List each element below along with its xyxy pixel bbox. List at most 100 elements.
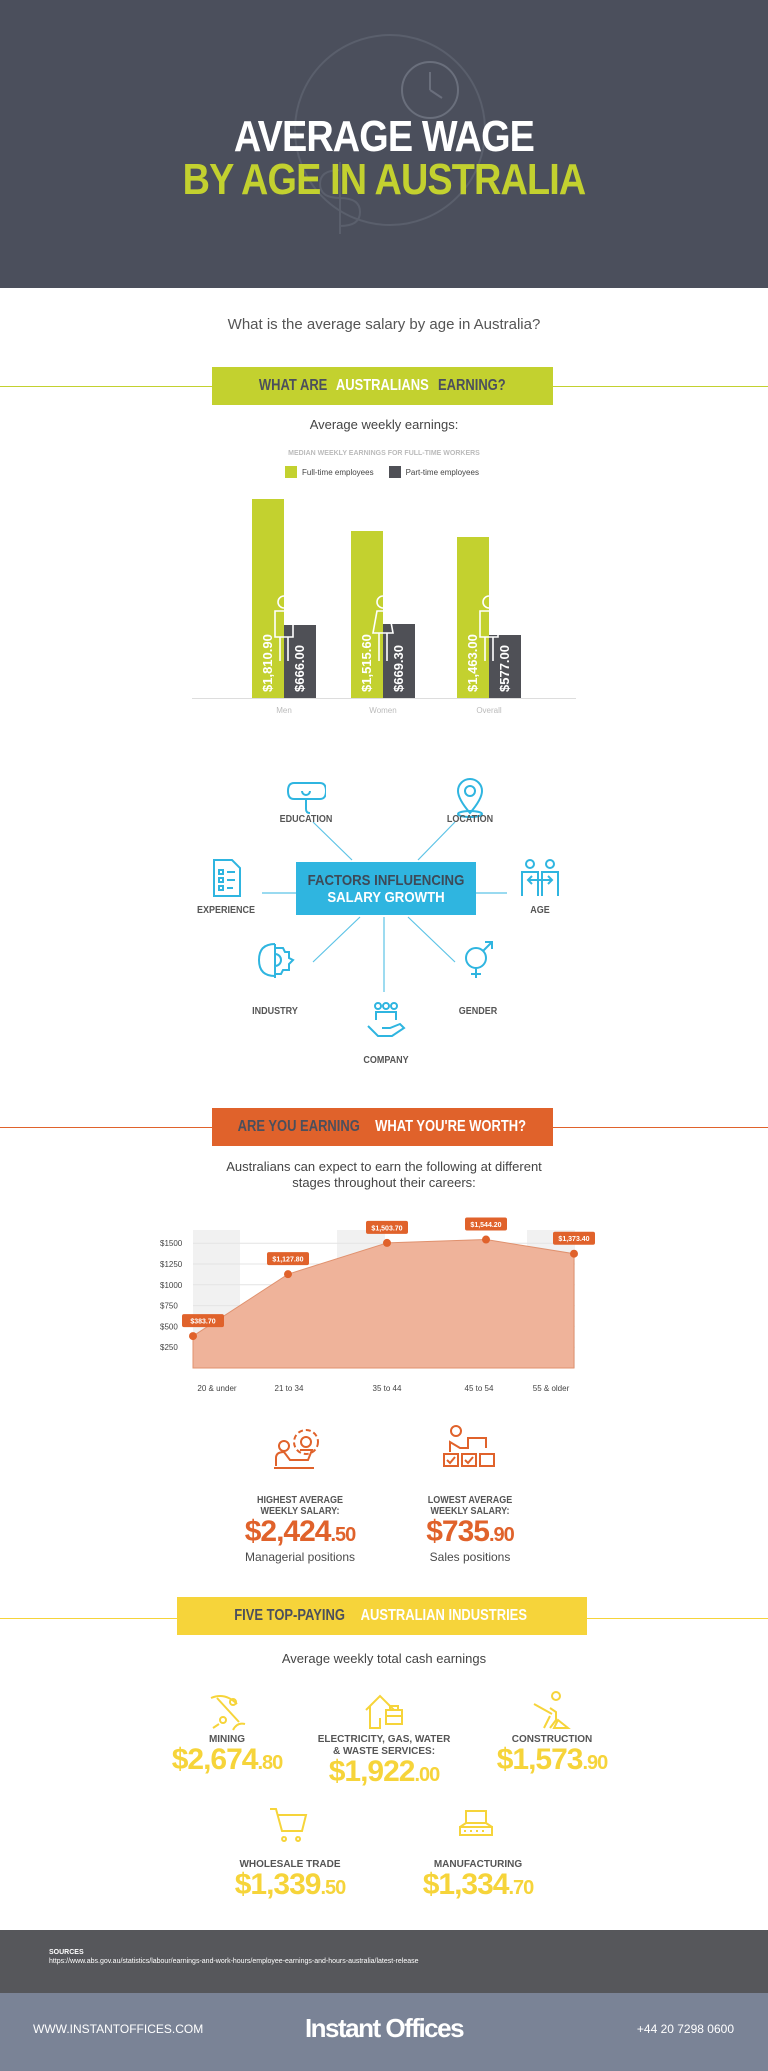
- industry-value-cents: .50: [320, 1877, 346, 1899]
- sources-title: SOURCES: [49, 1949, 84, 1956]
- data-label-bg: [553, 1231, 595, 1245]
- conveyor-icon: [459, 1810, 493, 1836]
- y-tick-label: $250: [160, 1343, 178, 1352]
- factor-connectors: [262, 821, 507, 992]
- banner-highlight: AUSTRALIAN INDUSTRIES: [360, 1607, 527, 1624]
- industry-item: MINING $2,674.80: [152, 1734, 302, 1777]
- legend-swatch-full-time: [285, 466, 297, 478]
- section-banner-earnings: WHAT ARE AUSTRALIANS EARNING?: [212, 367, 553, 405]
- industry-value: $1,334: [422, 1868, 510, 1901]
- section-subtitle: Average weekly total cash earnings: [281, 1651, 487, 1666]
- industry-item: ELECTRICITY, GAS, WATER & WASTE SERVICES:…: [309, 1734, 459, 1789]
- section-subtitle: Average weekly earnings:: [309, 417, 459, 432]
- highest-desc: Managerial positions: [244, 1550, 356, 1564]
- y-tick-label: $1250: [160, 1260, 183, 1269]
- factor-label: EXPERIENCE: [196, 905, 256, 916]
- y-tick-label: $750: [160, 1302, 178, 1311]
- subtitle-line: Australians can expect to earn the follo…: [226, 1159, 542, 1174]
- banner-highlight: WHAT YOU'RE WORTH?: [374, 1118, 526, 1135]
- bar-part-time: [383, 624, 415, 698]
- industry-label: WHOLESALE TRADE: [239, 1859, 341, 1870]
- section-subtitle: Australians can expect to earn the follo…: [0, 1159, 768, 1191]
- factor-label: GENDER: [458, 1006, 498, 1017]
- bar-chart-axis: [192, 698, 576, 699]
- banner-highlight: AUSTRALIANS: [336, 377, 430, 394]
- industry-value-cents: .70: [508, 1877, 534, 1899]
- industry-value-cents: .00: [414, 1764, 440, 1786]
- factor-label: INDUSTRY: [252, 1006, 298, 1017]
- x-axis-label: Overall: [476, 706, 502, 715]
- data-point: [284, 1270, 292, 1279]
- industry-value: $1,922: [328, 1755, 416, 1788]
- woman-figure-icon: [372, 595, 394, 661]
- industry-value-cents: .90: [582, 1752, 608, 1774]
- legend-swatch-part-time: [388, 466, 401, 478]
- subtitle-line: stages throughout their careers:: [292, 1175, 476, 1190]
- factor-label: AGE: [530, 905, 550, 916]
- x-axis-label: 45 to 54: [465, 1384, 494, 1393]
- intro-question: What is the average salary by age in Aus…: [227, 316, 541, 333]
- data-label: $1,503.70: [371, 1225, 402, 1232]
- highest-value-cents: .50: [330, 1524, 356, 1546]
- sources-band: SOURCES https://www.abs.gov.au/statistic…: [0, 1930, 768, 1993]
- data-label-bg: [465, 1217, 507, 1231]
- house-toolbox-icon: [365, 1694, 403, 1729]
- banner-text: EARNING?: [438, 377, 506, 394]
- sales-checklist-icon: [443, 1425, 495, 1467]
- manager-gear-icon: [274, 1429, 319, 1469]
- area-chart: $250 $500 $750 $1000 $1250 $1500 $383.70 20 & u…: [160, 1217, 595, 1393]
- section-banner-worth: ARE YOU EARNING WHAT YOU'RE WORTH?: [212, 1108, 553, 1146]
- x-axis-label: Women: [369, 706, 397, 715]
- industry-label: ELECTRICITY, GAS, WATER: [317, 1734, 451, 1745]
- highest-salary: HIGHEST AVERAGE WEEKLY SALARY: $2,424.50…: [230, 1424, 370, 1564]
- industry-value: $2,674: [171, 1743, 259, 1776]
- footer-phone[interactable]: +44 20 7298 0600: [636, 2022, 734, 2036]
- shovel-worker-icon: [533, 1691, 571, 1729]
- bar-part-time: [489, 634, 521, 698]
- x-axis-label: 55 & older: [533, 1384, 570, 1393]
- industry-label: CONSTRUCTION: [511, 1734, 593, 1745]
- highest-label: WEEKLY SALARY:: [260, 1506, 340, 1517]
- data-label: $1,127.80: [272, 1257, 303, 1264]
- factors-title-line-2: SALARY GROWTH: [327, 889, 445, 906]
- data-label: $1,544.20: [470, 1222, 501, 1229]
- x-axis-label: 21 to 34: [275, 1384, 304, 1393]
- team-hand-icon: [367, 1002, 406, 1037]
- clock-dollar-decoration-icon: [294, 34, 486, 234]
- legend: Full-time employees Part-time employees: [285, 466, 479, 478]
- y-tick-label: $1000: [160, 1281, 183, 1290]
- data-label-bg: [267, 1252, 309, 1266]
- industry-item: WHOLESALE TRADE $1,339.50: [215, 1859, 365, 1902]
- people-icon: [521, 859, 559, 896]
- lowest-value: $735: [426, 1515, 490, 1548]
- data-label-bg: [182, 1314, 224, 1328]
- document-icon: [213, 859, 241, 897]
- x-axis-label: Men: [276, 706, 292, 715]
- y-tick-label: $1500: [160, 1239, 183, 1248]
- footer-website-link[interactable]: WWW.INSTANTOFFICES.COM: [33, 2022, 204, 2036]
- data-label: $1,373.40: [558, 1236, 589, 1243]
- bar-full-time: [457, 537, 489, 698]
- person-figure-icon: [479, 595, 499, 661]
- factor-label: EDUCATION: [279, 814, 333, 825]
- legend-label: Full-time employees: [302, 467, 374, 477]
- data-point: [189, 1332, 197, 1341]
- x-axis-label: 35 to 44: [373, 1384, 402, 1393]
- industry-value: $1,573: [496, 1743, 584, 1776]
- lowest-label: WEEKLY SALARY:: [430, 1506, 510, 1517]
- bar-full-time: [351, 531, 383, 698]
- factor-label: COMPANY: [363, 1055, 409, 1066]
- data-label-bg: [366, 1220, 408, 1234]
- banner-text: WHAT ARE: [259, 377, 328, 394]
- y-tick-label: $500: [160, 1322, 178, 1331]
- factors-title-line-1: FACTORS INFLUENCING: [307, 872, 465, 889]
- brain-gear-icon: [257, 943, 295, 978]
- lowest-desc: Sales positions: [429, 1550, 511, 1564]
- highest-label: HIGHEST AVERAGE: [256, 1495, 344, 1506]
- sources-link[interactable]: https://www.abs.gov.au/statistics/labour…: [49, 1958, 419, 1965]
- data-point: [570, 1249, 578, 1258]
- x-axis-label: 20 & under: [197, 1384, 236, 1393]
- industry-item: CONSTRUCTION $1,573.90: [477, 1734, 627, 1777]
- pickaxe-icon: [210, 1695, 246, 1731]
- title-line-1: AVERAGE WAGE: [233, 112, 535, 161]
